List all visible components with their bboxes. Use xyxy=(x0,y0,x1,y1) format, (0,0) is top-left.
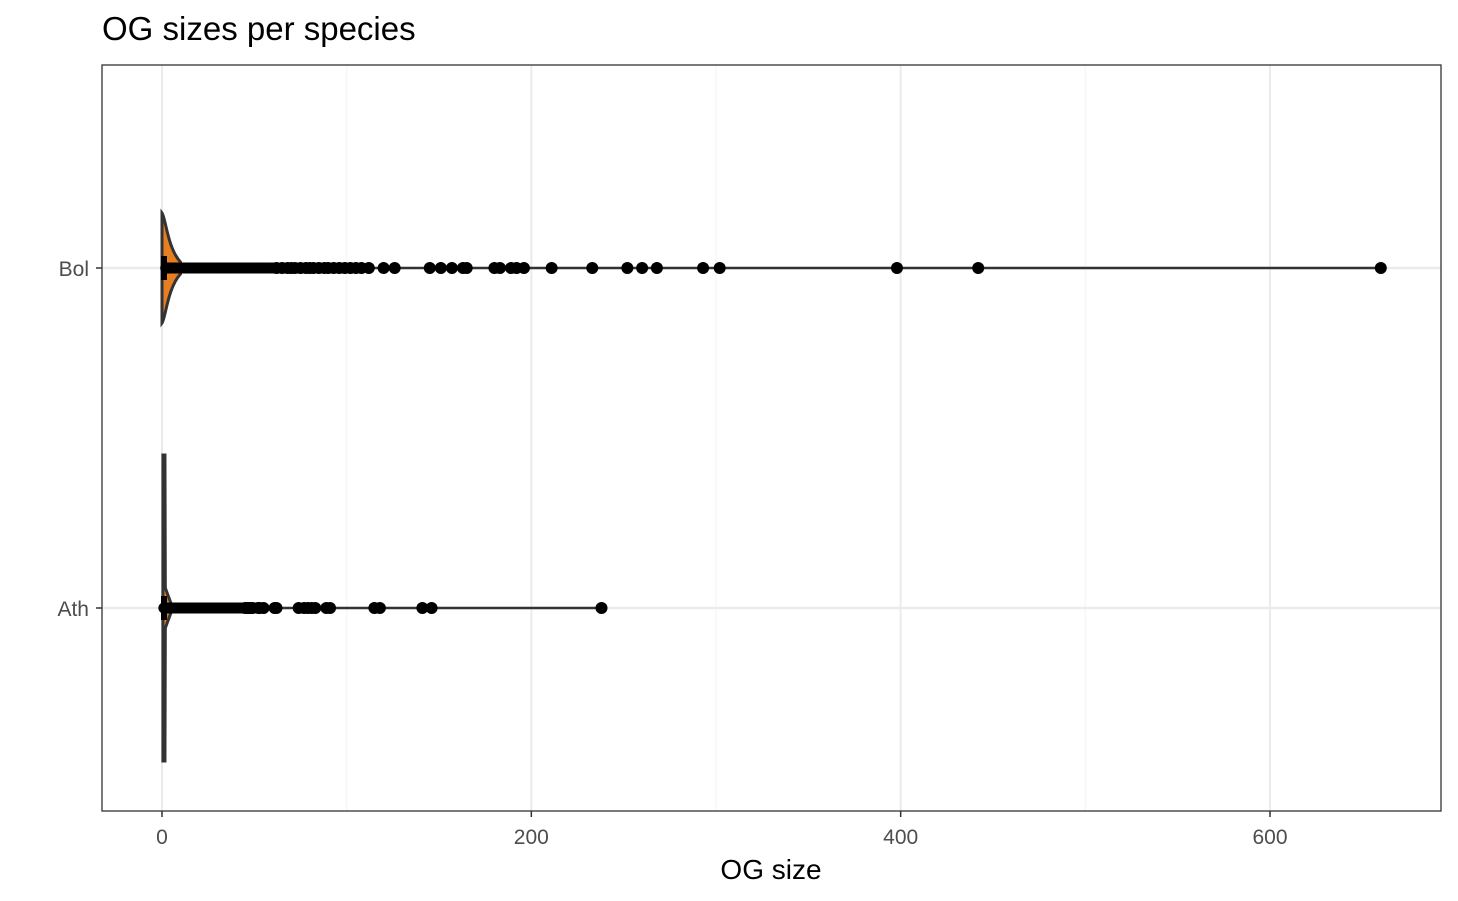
outlier-point xyxy=(586,262,599,274)
outlier-point xyxy=(636,262,649,274)
outlier-point xyxy=(377,262,390,274)
outlier-point xyxy=(697,262,710,274)
outlier-point xyxy=(423,262,436,274)
x-axis: 0 200 400 600 xyxy=(156,811,1288,849)
x-tick-label: 0 xyxy=(156,826,168,849)
x-tick-label: 400 xyxy=(883,826,918,849)
outlier-point xyxy=(425,602,438,614)
outlier-point xyxy=(972,262,985,274)
y-tick-label-ath: Ath xyxy=(57,598,89,621)
outlier-point xyxy=(713,262,726,274)
outlier-point xyxy=(362,262,375,274)
outlier-point xyxy=(595,602,608,614)
y-axis: Ath Bol xyxy=(57,258,102,621)
outlier-point xyxy=(324,602,337,614)
x-axis-title: OG size xyxy=(720,854,821,885)
outlier-point xyxy=(416,602,429,614)
chart-title: OG sizes per species xyxy=(102,10,416,47)
outlier-point xyxy=(890,262,903,274)
outlier-points xyxy=(158,262,1387,614)
outlier-point xyxy=(460,262,473,274)
outlier-point xyxy=(373,602,386,614)
panel-border xyxy=(101,64,1442,812)
panel-background xyxy=(102,65,1441,811)
outlier-point xyxy=(388,262,401,274)
outlier-point xyxy=(650,262,663,274)
outlier-point xyxy=(1374,262,1387,274)
outlier-point xyxy=(434,262,447,274)
outlier-point xyxy=(445,262,458,274)
outlier-point xyxy=(493,262,506,274)
outlier-point xyxy=(621,262,634,274)
x-tick-label: 200 xyxy=(514,826,549,849)
outlier-point xyxy=(270,602,283,614)
y-tick-label-bol: Bol xyxy=(59,258,89,281)
outlier-point xyxy=(309,602,322,614)
outlier-point xyxy=(517,262,530,274)
x-tick-label: 600 xyxy=(1252,826,1287,849)
outlier-point xyxy=(257,602,270,614)
outlier-point xyxy=(545,262,558,274)
